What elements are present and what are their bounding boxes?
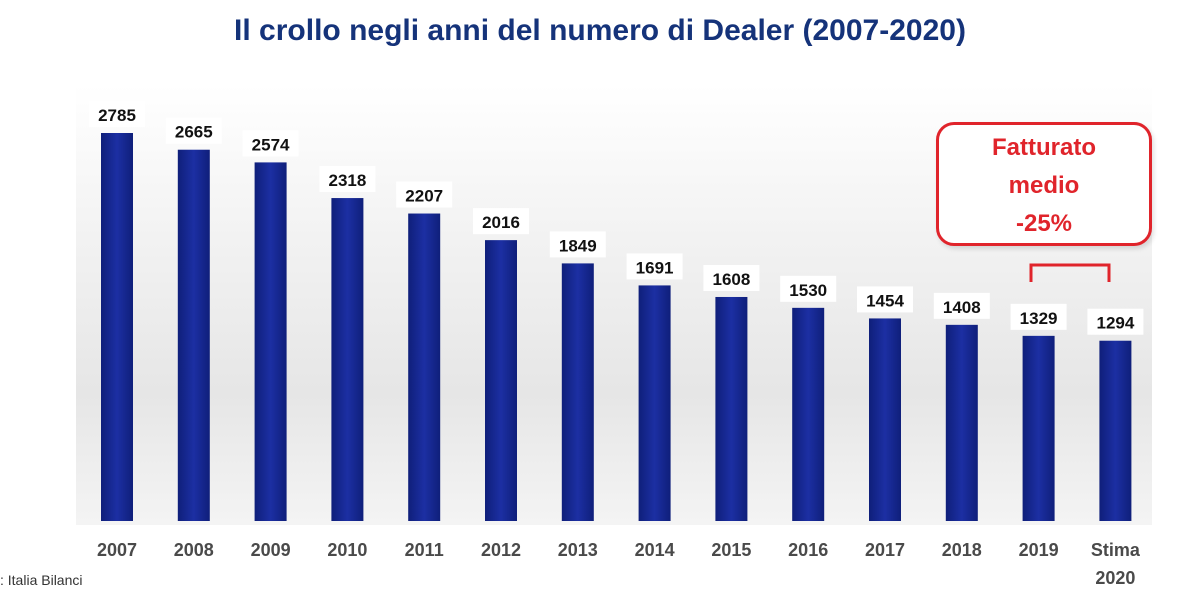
data-label-1: 2665 bbox=[175, 123, 213, 142]
x-tick-label-5: 2012 bbox=[481, 540, 521, 560]
x-tick-label-4: 2011 bbox=[405, 540, 444, 560]
bar-8 bbox=[715, 296, 748, 521]
data-label-9: 1530 bbox=[789, 281, 827, 300]
callout-box: Fatturato medio -25% bbox=[936, 122, 1152, 246]
data-label-box-7 bbox=[626, 253, 683, 280]
data-label-3: 2318 bbox=[328, 171, 366, 190]
bar-11 bbox=[945, 324, 978, 521]
x-tick-label-12: 2019 bbox=[1019, 540, 1059, 560]
x-tick-label-3: 2010 bbox=[327, 540, 367, 560]
data-label-box-0 bbox=[89, 101, 145, 127]
data-label-2: 2574 bbox=[252, 135, 290, 154]
x-tick-label-13: Stima 2020 bbox=[1091, 540, 1141, 588]
bar-5 bbox=[485, 240, 517, 521]
x-tick-label-10: 2017 bbox=[865, 540, 905, 560]
data-label-box-11 bbox=[933, 292, 990, 319]
x-tick-label-0: 2007 bbox=[97, 540, 137, 560]
data-label-12: 1329 bbox=[1020, 309, 1058, 328]
x-tick-label-11: 2018 bbox=[942, 540, 982, 560]
data-label-13: 1294 bbox=[1096, 314, 1134, 333]
data-label-0: 2785 bbox=[98, 106, 136, 125]
data-label-box-10 bbox=[857, 286, 913, 313]
data-label-box-5 bbox=[473, 208, 529, 235]
callout-line-2: medio bbox=[1008, 172, 1080, 199]
data-label-5: 2016 bbox=[482, 213, 520, 232]
data-label-8: 1608 bbox=[712, 270, 750, 289]
x-tick-label-2: 2009 bbox=[251, 540, 291, 560]
data-label-6: 1849 bbox=[559, 236, 597, 255]
callout-line-1: Fatturato bbox=[992, 134, 1096, 161]
data-label-box-8 bbox=[703, 264, 760, 291]
data-label-box-3 bbox=[319, 166, 376, 193]
data-label-box-2 bbox=[242, 130, 299, 157]
data-label-box-13 bbox=[1087, 308, 1144, 335]
bar-13 bbox=[1099, 340, 1132, 521]
data-label-box-6 bbox=[549, 231, 606, 258]
bars-group bbox=[101, 133, 1132, 521]
bar-10 bbox=[869, 318, 901, 521]
data-label-box-4 bbox=[396, 181, 453, 208]
source-note: : Italia Bilanci bbox=[0, 572, 83, 588]
bar-9 bbox=[792, 307, 825, 521]
chart-title: Il crollo negli anni del numero di Deale… bbox=[234, 14, 966, 47]
x-tick-label-1: 2008 bbox=[174, 540, 214, 560]
bar-12 bbox=[1022, 335, 1055, 521]
bar-3 bbox=[331, 198, 364, 521]
x-tick-label-8: 2015 bbox=[711, 540, 751, 560]
x-tick-label-9: 2016 bbox=[788, 540, 828, 560]
annotation-bracket bbox=[1029, 263, 1111, 282]
callout-line-3: -25% bbox=[1015, 210, 1073, 237]
x-tick-label-6: 2013 bbox=[558, 540, 598, 560]
data-label-box-12 bbox=[1010, 303, 1067, 330]
data-label-10: 1454 bbox=[866, 291, 904, 310]
bar-2 bbox=[254, 162, 287, 521]
bar-7 bbox=[638, 285, 671, 521]
bar-0 bbox=[101, 133, 133, 521]
data-label-box-1 bbox=[165, 117, 222, 144]
data-labels-group: 2785 2665 2574 2318 2207 2016 1849 1691 1608 1530… bbox=[89, 101, 1144, 335]
data-label-11: 1408 bbox=[943, 298, 981, 317]
data-label-7: 1691 bbox=[636, 258, 674, 277]
data-label-box-9 bbox=[780, 275, 837, 302]
data-label-4: 2207 bbox=[405, 187, 443, 206]
bar-1 bbox=[177, 149, 210, 521]
bar-4 bbox=[408, 213, 441, 521]
bar-6 bbox=[561, 263, 594, 521]
x-tick-label-7: 2014 bbox=[635, 540, 675, 560]
x-tick-labels-group: 2007 2008 2009 2010 2011 2012 2013 2014 2015 2016… bbox=[97, 540, 1141, 588]
